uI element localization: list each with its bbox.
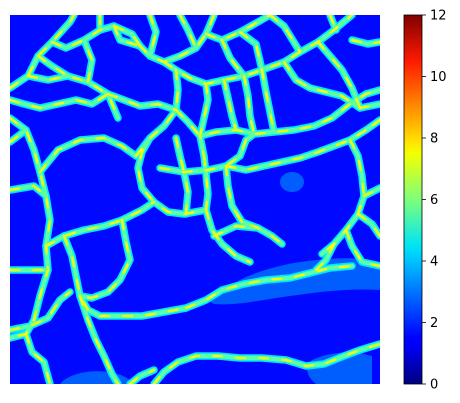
vessel-body-segment <box>315 39 363 111</box>
vessel-peak-segment <box>158 132 256 174</box>
vessel-peak-segment <box>38 136 138 174</box>
vessel-peak-segment <box>162 15 354 86</box>
colorbar-gradient <box>403 14 423 385</box>
vessel-peak-segment <box>138 15 216 64</box>
vessel-peak-segment <box>328 15 338 32</box>
vessel-peak-segment <box>10 184 48 198</box>
vessel-peak-segment <box>364 118 380 132</box>
vessel-peak-segment <box>362 186 380 198</box>
vessel-body-segment <box>10 115 53 341</box>
colorbar-ticks: 0 2 4 6 8 10 12 <box>422 9 447 393</box>
vessel-peak-segment <box>260 68 276 134</box>
vessel-peak-segment <box>242 74 256 136</box>
vessel-peak-segment <box>212 224 260 238</box>
vessel-peak-segment <box>78 218 132 300</box>
vessel-peak-segment <box>26 74 120 120</box>
vessel-peak-segment <box>82 38 94 84</box>
vessel-peak-segment <box>178 15 198 50</box>
vessel-peak-segment <box>134 136 152 158</box>
vessel-peak-segment <box>344 228 380 268</box>
vessel-peak-segment <box>350 38 380 46</box>
vessel-peak-segment <box>184 264 354 310</box>
vessel-body-segment <box>10 289 73 333</box>
vessel-peak-segment <box>136 68 208 216</box>
vessel-peak-segment <box>202 154 210 212</box>
vessel-peak-segment <box>78 294 120 384</box>
vessel-peak-segment <box>268 15 302 54</box>
vessel-peak-segment <box>174 88 380 138</box>
colorbar-tick-label: 12 <box>430 9 447 24</box>
vessel-peak-segment <box>152 342 380 384</box>
vessel-peak-segment <box>128 368 156 384</box>
vessel-peak-segment <box>36 54 70 78</box>
vessel-body-segment <box>105 91 179 113</box>
vessel-peak-segment <box>282 60 380 110</box>
colorbar-tick-label: 6 <box>430 193 438 208</box>
colorbar-tick-label: 4 <box>430 255 438 270</box>
vessel-body-segment <box>319 137 367 257</box>
vessel-peak-segment <box>10 128 28 144</box>
vessel-peak-segment <box>148 15 158 58</box>
vessel-peak-layer <box>10 15 380 384</box>
colorbar-tick-label: 8 <box>430 132 438 147</box>
vessel-peak-segment <box>50 24 142 50</box>
vessel-peak-segment <box>10 92 110 110</box>
vessel-peak-segment <box>10 15 76 90</box>
vessel-peak-segment <box>356 212 380 238</box>
vessel-peak-segment <box>238 30 264 72</box>
colorbar: 0 2 4 6 8 10 12 <box>403 9 447 393</box>
diffuse-blob <box>280 172 304 192</box>
vessel-peak-segment <box>224 128 368 172</box>
vessel-peak-segment <box>112 24 142 48</box>
colorbar-tick-label: 10 <box>430 70 447 85</box>
vessel-peak-segment <box>314 242 336 272</box>
vessel-body-segment <box>203 207 253 265</box>
heatmap-plot <box>10 15 380 384</box>
vessel-peak-segment <box>224 164 284 246</box>
vessel-peak-segment <box>220 38 246 78</box>
colorbar-tick-label: 2 <box>430 316 438 331</box>
vessel-body-segment <box>197 81 211 159</box>
vessel-peak-segment <box>222 78 238 132</box>
vessel-peak-segment <box>230 204 244 224</box>
vessel-peak-segment <box>24 332 52 384</box>
colorbar-tick-label: 0 <box>430 378 438 393</box>
vessel-peak-segment <box>62 234 188 318</box>
